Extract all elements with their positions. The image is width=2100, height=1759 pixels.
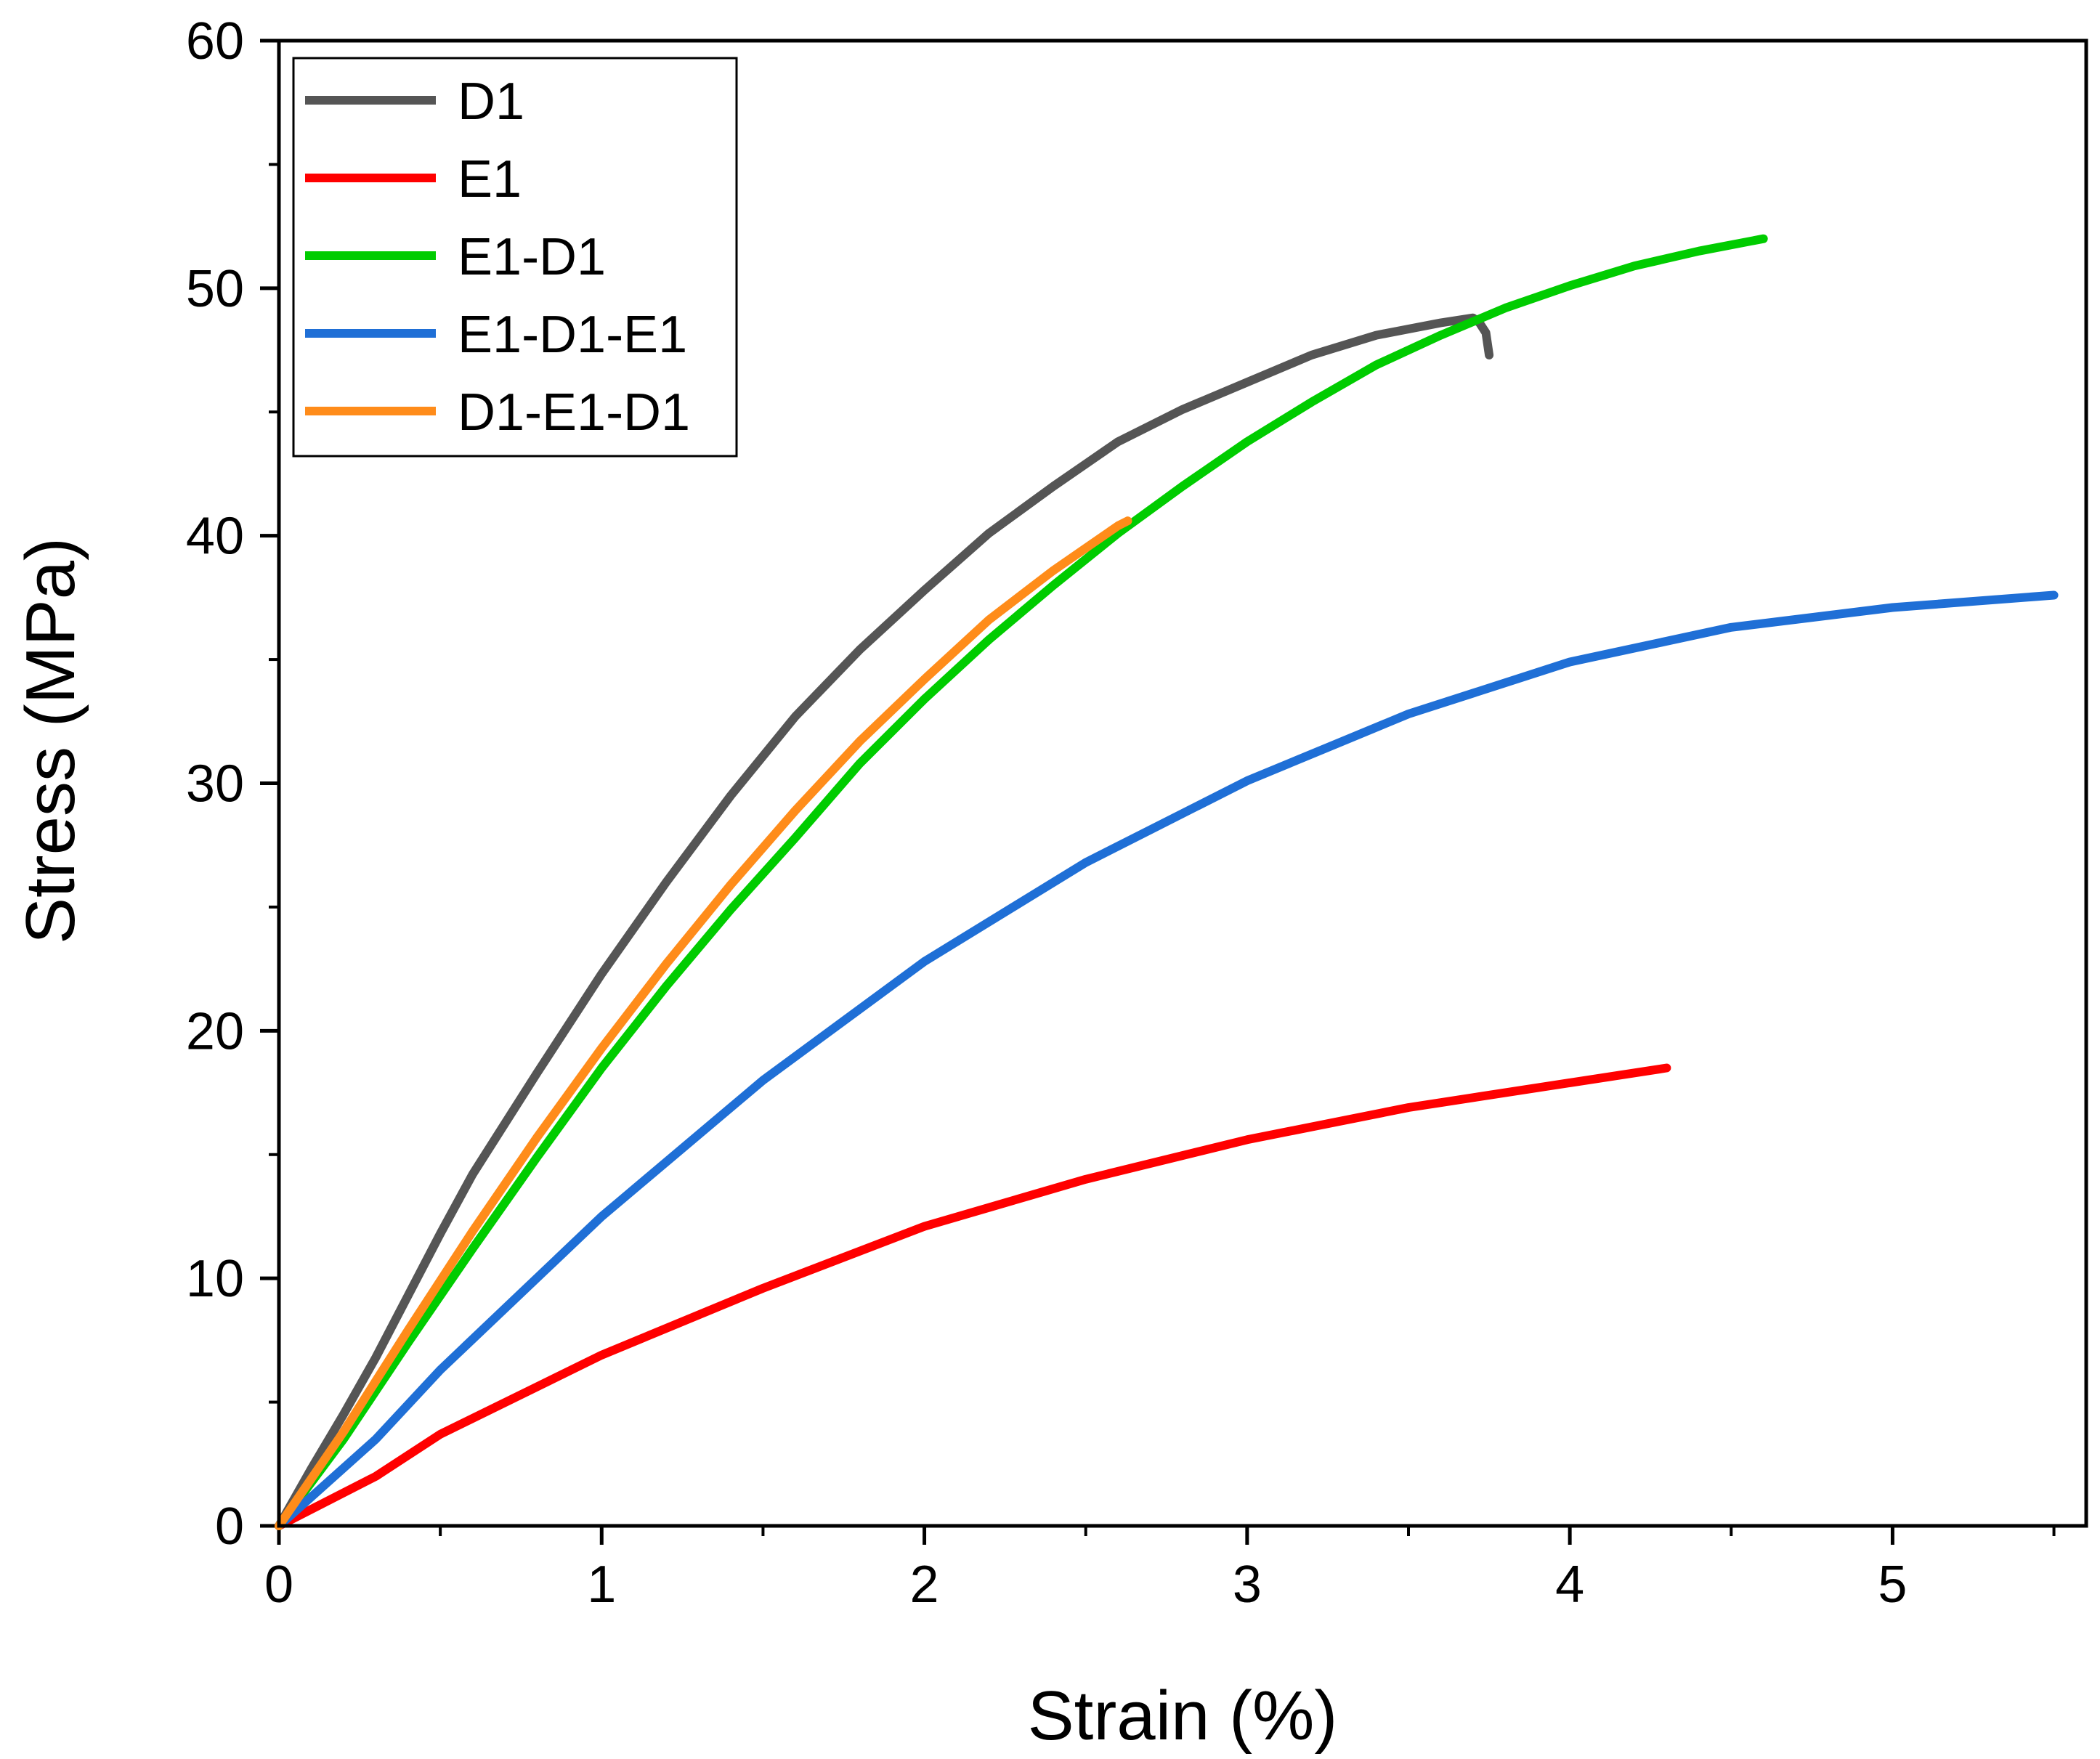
y-tick-label: 50 [186, 260, 244, 318]
y-tick-label: 60 [186, 12, 244, 70]
y-axis-title: Stress (MPa) [12, 537, 89, 944]
x-tick-label: 0 [264, 1556, 293, 1614]
legend-items: D1 E1 E1-D1 E1-D1-E1 D1-E1-D1 [305, 73, 690, 442]
y-tick-label: 40 [186, 508, 244, 566]
series-line-e1-d1-e1 [275, 590, 2059, 1530]
legend-label: D1 [458, 73, 524, 131]
legend-label: D1-E1-D1 [458, 383, 690, 442]
x-tick-label: 1 [587, 1556, 616, 1614]
y-tick-label: 30 [186, 755, 244, 813]
series-line-e1-d1 [275, 234, 1768, 1530]
x-tick-label: 4 [1555, 1556, 1584, 1614]
y-tick-label: 20 [186, 1002, 244, 1060]
legend-label: E1-D1 [458, 228, 606, 286]
x-tick-label: 5 [1878, 1556, 1907, 1614]
x-tick-label: 2 [910, 1556, 939, 1614]
legend-label: E1 [458, 150, 522, 208]
y-axis-ticks: 0 10 20 30 40 50 60 [186, 12, 279, 1556]
series-lines [275, 234, 2059, 1530]
series-line-d1 [275, 313, 1494, 1530]
x-tick-label: 3 [1233, 1556, 1262, 1614]
legend-label: E1-D1-E1 [458, 306, 687, 364]
x-axis-ticks: 0 1 2 3 4 5 [264, 1526, 2056, 1614]
x-axis-title: Strain (%) [1028, 1677, 1338, 1755]
y-tick-label: 0 [215, 1498, 244, 1556]
series-line-d1-e1-d1 [275, 516, 1132, 1530]
y-tick-label: 10 [186, 1250, 244, 1308]
plot-frame [277, 38, 2088, 1528]
series-line-e1 [275, 1063, 1671, 1530]
legend: D1 E1 E1-D1 E1-D1-E1 D1-E1-D1 [292, 57, 738, 458]
